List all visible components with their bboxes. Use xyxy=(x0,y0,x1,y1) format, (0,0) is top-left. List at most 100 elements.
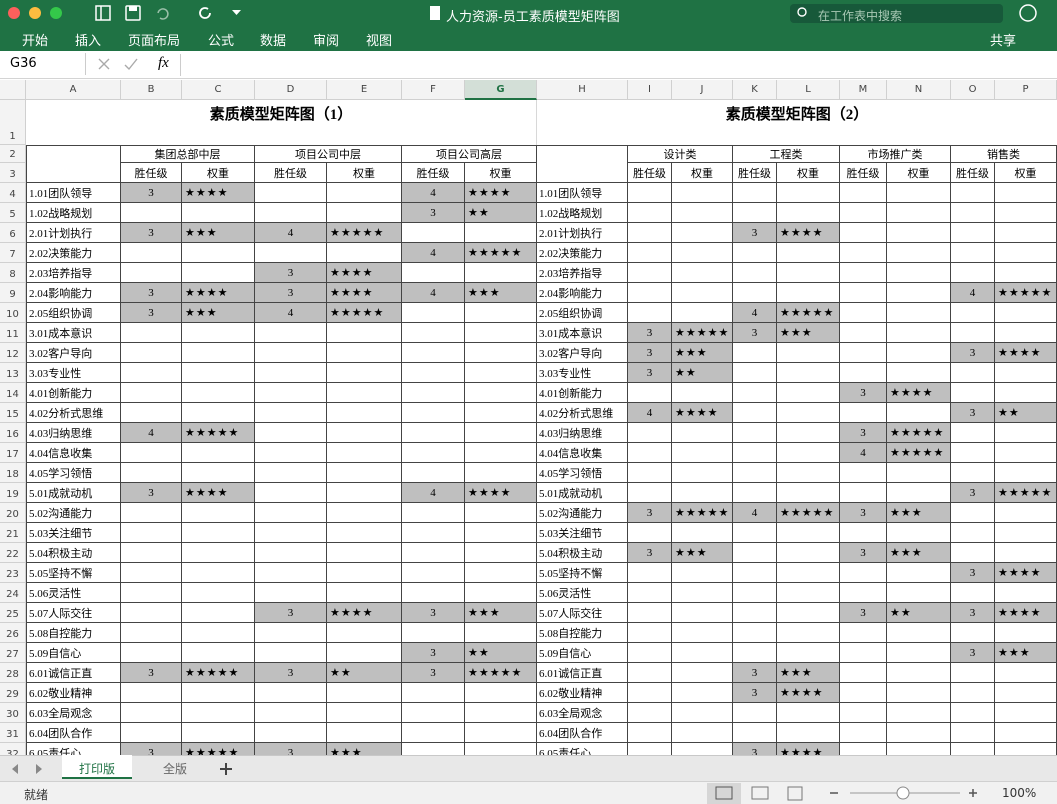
row-header[interactable]: 10 xyxy=(0,303,26,323)
empty-cell xyxy=(951,743,995,755)
empty-cell xyxy=(672,383,733,403)
column-header[interactable]: M xyxy=(840,80,887,100)
row-header[interactable]: 8 xyxy=(0,263,26,283)
competency-level: 3 xyxy=(951,643,995,663)
empty-cell xyxy=(402,423,465,443)
column-header[interactable]: C xyxy=(182,80,255,100)
row-header[interactable]: 29 xyxy=(0,683,26,703)
name-box[interactable]: G36 xyxy=(0,53,86,75)
ribbon-tab[interactable]: 页面布局 xyxy=(128,34,181,49)
column-header[interactable]: O xyxy=(951,80,995,100)
empty-cell xyxy=(327,643,402,663)
empty-cell xyxy=(733,203,777,223)
row-header[interactable]: 22 xyxy=(0,543,26,563)
row-header[interactable]: 27 xyxy=(0,643,26,663)
row-header[interactable]: 1 xyxy=(0,100,26,145)
row-header[interactable]: 25 xyxy=(0,603,26,623)
fx-button[interactable]: fx xyxy=(158,55,169,71)
row-header[interactable]: 4 xyxy=(0,183,26,203)
row-header[interactable]: 16 xyxy=(0,423,26,443)
row-header[interactable]: 5 xyxy=(0,203,26,223)
row-header[interactable]: 12 xyxy=(0,343,26,363)
column-header[interactable]: G xyxy=(465,80,537,100)
row-header[interactable]: 17 xyxy=(0,443,26,463)
search-box[interactable]: 在工作表中搜索 xyxy=(818,9,903,23)
column-header[interactable]: E xyxy=(327,80,402,100)
empty-cell xyxy=(840,323,887,343)
empty-cell xyxy=(733,563,777,583)
row-header[interactable]: 3 xyxy=(0,163,26,183)
row-header[interactable]: 26 xyxy=(0,623,26,643)
weight-stars: ★★★★★ xyxy=(887,423,951,443)
row-header[interactable]: 30 xyxy=(0,703,26,723)
competency-level: 3 xyxy=(402,203,465,223)
column-header[interactable]: D xyxy=(255,80,327,100)
empty-cell xyxy=(672,463,733,483)
empty-cell xyxy=(465,423,537,443)
competency-label: 6.01诚信正直 xyxy=(26,663,121,683)
column-header[interactable]: B xyxy=(121,80,182,100)
column-header[interactable]: I xyxy=(628,80,672,100)
column-header[interactable]: A xyxy=(26,80,121,100)
add-sheet[interactable] xyxy=(218,761,234,777)
competency-label: 4.03归纳思维 xyxy=(26,423,121,443)
column-header[interactable]: P xyxy=(995,80,1057,100)
empty-cell xyxy=(327,583,402,603)
ribbon-tab[interactable]: 数据 xyxy=(260,34,287,49)
empty-cell xyxy=(733,243,777,263)
ribbon-tab[interactable]: 插入 xyxy=(75,34,102,49)
view-zoom-controls[interactable] xyxy=(705,782,1005,804)
row-header[interactable]: 6 xyxy=(0,223,26,243)
row-header[interactable]: 15 xyxy=(0,403,26,423)
empty-cell xyxy=(628,183,672,203)
sheet-tab[interactable]: 全版 xyxy=(162,762,187,776)
empty-cell xyxy=(628,243,672,263)
competency-label: 2.01计划执行 xyxy=(26,223,121,243)
row-header[interactable]: 21 xyxy=(0,523,26,543)
ribbon-tab[interactable]: 开始 xyxy=(22,34,49,49)
competency-level: 3 xyxy=(840,543,887,563)
row-header[interactable]: 9 xyxy=(0,283,26,303)
column-header[interactable]: F xyxy=(402,80,465,100)
row-header[interactable]: 32 xyxy=(0,743,26,755)
ribbon-tab[interactable]: 公式 xyxy=(208,34,235,49)
competency-label: 2.02决策能力 xyxy=(537,243,628,263)
row-header[interactable]: 20 xyxy=(0,503,26,523)
empty-cell xyxy=(887,183,951,203)
row-header[interactable]: 31 xyxy=(0,723,26,743)
ribbon-tab[interactable]: 视图 xyxy=(366,34,393,49)
row-header[interactable]: 14 xyxy=(0,383,26,403)
competency-label: 4.05学习领悟 xyxy=(537,463,628,483)
column-header[interactable]: H xyxy=(537,80,628,100)
row-header[interactable]: 19 xyxy=(0,483,26,503)
row-header[interactable]: 13 xyxy=(0,363,26,383)
empty-cell xyxy=(995,703,1057,723)
share-button[interactable]: 共享 xyxy=(990,34,1017,49)
tab-nav[interactable] xyxy=(8,762,48,776)
column-header[interactable]: J xyxy=(672,80,733,100)
empty-cell xyxy=(887,743,951,755)
row-header[interactable]: 2 xyxy=(0,145,26,163)
ribbon-tab[interactable]: 审阅 xyxy=(313,34,340,49)
competency-level: 4 xyxy=(628,403,672,423)
row-header[interactable]: 23 xyxy=(0,563,26,583)
header-blank xyxy=(26,145,121,183)
empty-cell xyxy=(402,563,465,583)
competency-label: 3.01成本意识 xyxy=(537,323,628,343)
empty-cell xyxy=(255,183,327,203)
column-header[interactable]: L xyxy=(777,80,840,100)
row-header[interactable]: 11 xyxy=(0,323,26,343)
row-header[interactable]: 18 xyxy=(0,463,26,483)
column-header[interactable]: N xyxy=(887,80,951,100)
row-header[interactable]: 28 xyxy=(0,663,26,683)
competency-label: 5.01成就动机 xyxy=(26,483,121,503)
row-header[interactable]: 7 xyxy=(0,243,26,263)
empty-cell xyxy=(995,543,1057,563)
empty-cell xyxy=(628,423,672,443)
weight-stars: ★★★★ xyxy=(887,383,951,403)
empty-cell xyxy=(628,623,672,643)
row-header[interactable]: 24 xyxy=(0,583,26,603)
group-header: 集团总部中层 xyxy=(121,145,255,163)
sheet-tab[interactable]: 打印版 xyxy=(62,755,132,779)
column-header[interactable]: K xyxy=(733,80,777,100)
